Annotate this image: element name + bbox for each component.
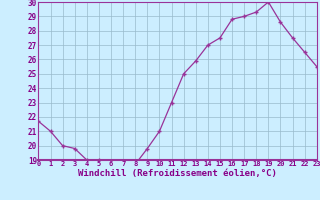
X-axis label: Windchill (Refroidissement éolien,°C): Windchill (Refroidissement éolien,°C) xyxy=(78,169,277,178)
